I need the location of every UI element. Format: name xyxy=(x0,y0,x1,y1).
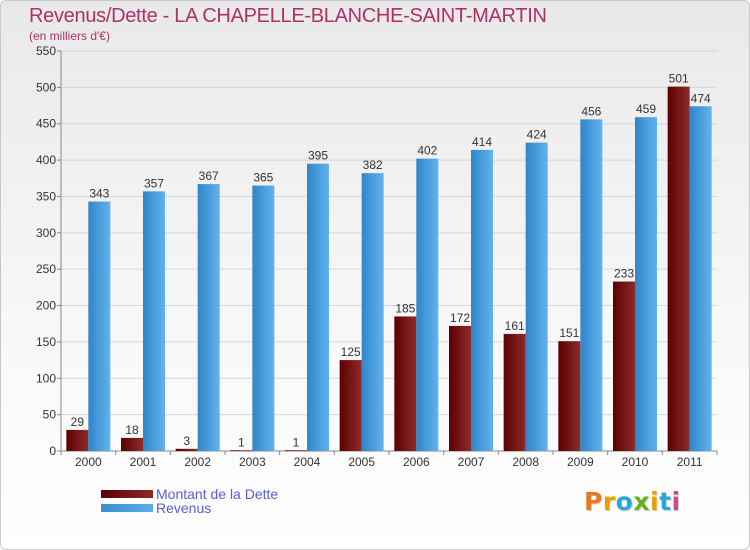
bar-revenue-2005 xyxy=(361,173,384,451)
x-tick-label: 2003 xyxy=(239,455,266,469)
bar-debt-2006 xyxy=(394,316,417,451)
y-tick-label: 100 xyxy=(36,371,56,385)
y-tick-label: 50 xyxy=(43,408,57,422)
data-label-revenue-2010: 459 xyxy=(636,102,656,116)
data-label-debt-2010: 233 xyxy=(614,267,634,281)
data-label-debt-2000: 29 xyxy=(71,415,85,429)
bar-revenue-2007 xyxy=(471,149,493,451)
legend-debt-swatch xyxy=(101,490,153,498)
data-label-revenue-2002: 367 xyxy=(199,169,219,183)
x-tick-label: 2008 xyxy=(512,455,539,469)
data-label-debt-2004: 1 xyxy=(293,435,300,449)
bar-revenue-2008 xyxy=(525,142,548,452)
bar-debt-2002 xyxy=(175,448,198,451)
data-label-revenue-2003: 365 xyxy=(253,171,273,185)
bar-debt-2004 xyxy=(285,450,307,452)
data-label-revenue-2006: 402 xyxy=(417,144,437,158)
y-tick-label: 0 xyxy=(49,444,56,458)
x-tick-label: 2000 xyxy=(75,455,102,469)
bar-debt-2010 xyxy=(613,281,635,451)
data-label-revenue-2007: 414 xyxy=(472,135,492,149)
bar-debt-2011 xyxy=(667,86,690,452)
bar-revenue-2006 xyxy=(416,158,439,452)
chart-subtitle: (en milliers d'€) xyxy=(29,29,110,43)
data-label-revenue-2008: 424 xyxy=(527,128,547,142)
data-label-revenue-2004: 395 xyxy=(308,149,328,163)
y-tick-label: 350 xyxy=(36,189,56,203)
data-label-revenue-2005: 382 xyxy=(363,158,383,172)
x-tick-label: 2011 xyxy=(677,455,703,469)
bar-revenue-2011 xyxy=(689,106,712,451)
legend-revenue-swatch xyxy=(101,504,153,512)
bar-revenue-2010 xyxy=(635,117,657,451)
y-tick-label: 250 xyxy=(36,262,56,276)
bar-revenue-2009 xyxy=(580,119,603,451)
y-tick-label: 450 xyxy=(36,117,56,131)
x-tick-label: 2006 xyxy=(403,455,430,469)
x-tick-label: 2002 xyxy=(184,455,211,469)
x-tick-label: 2004 xyxy=(294,455,321,469)
bar-revenue-2003 xyxy=(252,185,275,451)
x-tick-label: 2010 xyxy=(622,455,649,469)
bar-debt-2009 xyxy=(558,341,581,451)
bar-revenue-2002 xyxy=(197,184,220,451)
data-label-debt-2005: 125 xyxy=(341,345,361,359)
x-tick-label: 2007 xyxy=(458,455,485,469)
bar-debt-2008 xyxy=(503,333,526,451)
bar-debt-2000 xyxy=(66,429,89,451)
bar-debt-2001 xyxy=(121,437,143,451)
bar-revenue-2004 xyxy=(307,163,329,451)
data-label-revenue-2009: 456 xyxy=(581,104,601,118)
data-label-debt-2009: 151 xyxy=(559,326,579,340)
y-tick-label: 150 xyxy=(36,335,56,349)
y-tick-label: 400 xyxy=(36,153,56,167)
data-label-debt-2003: 1 xyxy=(238,435,245,449)
x-tick-label: 2009 xyxy=(567,455,594,469)
data-label-revenue-2001: 357 xyxy=(144,176,164,190)
data-label-debt-2002: 3 xyxy=(183,434,190,448)
data-label-debt-2008: 161 xyxy=(505,319,525,333)
bar-revenue-2000 xyxy=(88,201,111,451)
bar-debt-2007 xyxy=(449,325,471,451)
data-label-debt-2001: 18 xyxy=(125,423,139,437)
data-label-revenue-2011: 474 xyxy=(691,91,711,105)
bar-revenue-2001 xyxy=(143,191,165,451)
data-label-revenue-2000: 343 xyxy=(89,187,109,201)
y-tick-label: 200 xyxy=(36,299,56,313)
y-tick-label: 550 xyxy=(36,44,56,58)
y-tick-label: 300 xyxy=(36,226,56,240)
legend-debt-label: Montant de la Dette xyxy=(156,486,279,502)
chart-title: Revenus/Dette - LA CHAPELLE-BLANCHE-SAIN… xyxy=(29,5,547,27)
bar-debt-2003 xyxy=(230,450,253,452)
legend-revenue-label: Revenus xyxy=(156,500,212,516)
data-label-debt-2007: 172 xyxy=(450,311,470,325)
proxiti-logo: Proxiti xyxy=(584,487,681,516)
data-label-debt-2006: 185 xyxy=(395,301,415,315)
y-tick-label: 500 xyxy=(36,80,56,94)
data-label-debt-2011: 501 xyxy=(669,72,689,86)
bar-debt-2005 xyxy=(339,360,362,451)
x-tick-label: 2005 xyxy=(348,455,375,469)
x-tick-label: 2001 xyxy=(130,455,157,469)
